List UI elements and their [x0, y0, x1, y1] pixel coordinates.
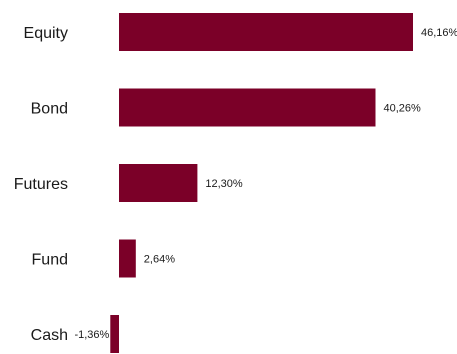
category-label-bond: Bond [31, 101, 68, 118]
bar-equity [119, 13, 413, 51]
category-labels: Equity Bond Futures Fund Cash [14, 25, 68, 344]
bar-cash [110, 315, 119, 353]
value-label-cash: -1,36% [74, 329, 109, 341]
value-label-bond: 40,26% [384, 103, 422, 115]
category-label-fund: Fund [32, 252, 68, 269]
value-label-fund: 2,64% [144, 254, 175, 266]
category-label-cash: Cash [31, 327, 68, 344]
value-label-equity: 46,16% [421, 27, 457, 39]
category-label-equity: Equity [24, 25, 68, 42]
category-label-futures: Futures [14, 176, 68, 193]
value-label-futures: 12,30% [205, 178, 243, 190]
bar-fund [119, 239, 136, 278]
bar-futures [119, 164, 198, 202]
bars-group [110, 13, 413, 353]
value-labels: 46,16% 40,26% 12,30% 2,64% -1,36% [74, 27, 457, 341]
bar-bond [119, 88, 376, 127]
